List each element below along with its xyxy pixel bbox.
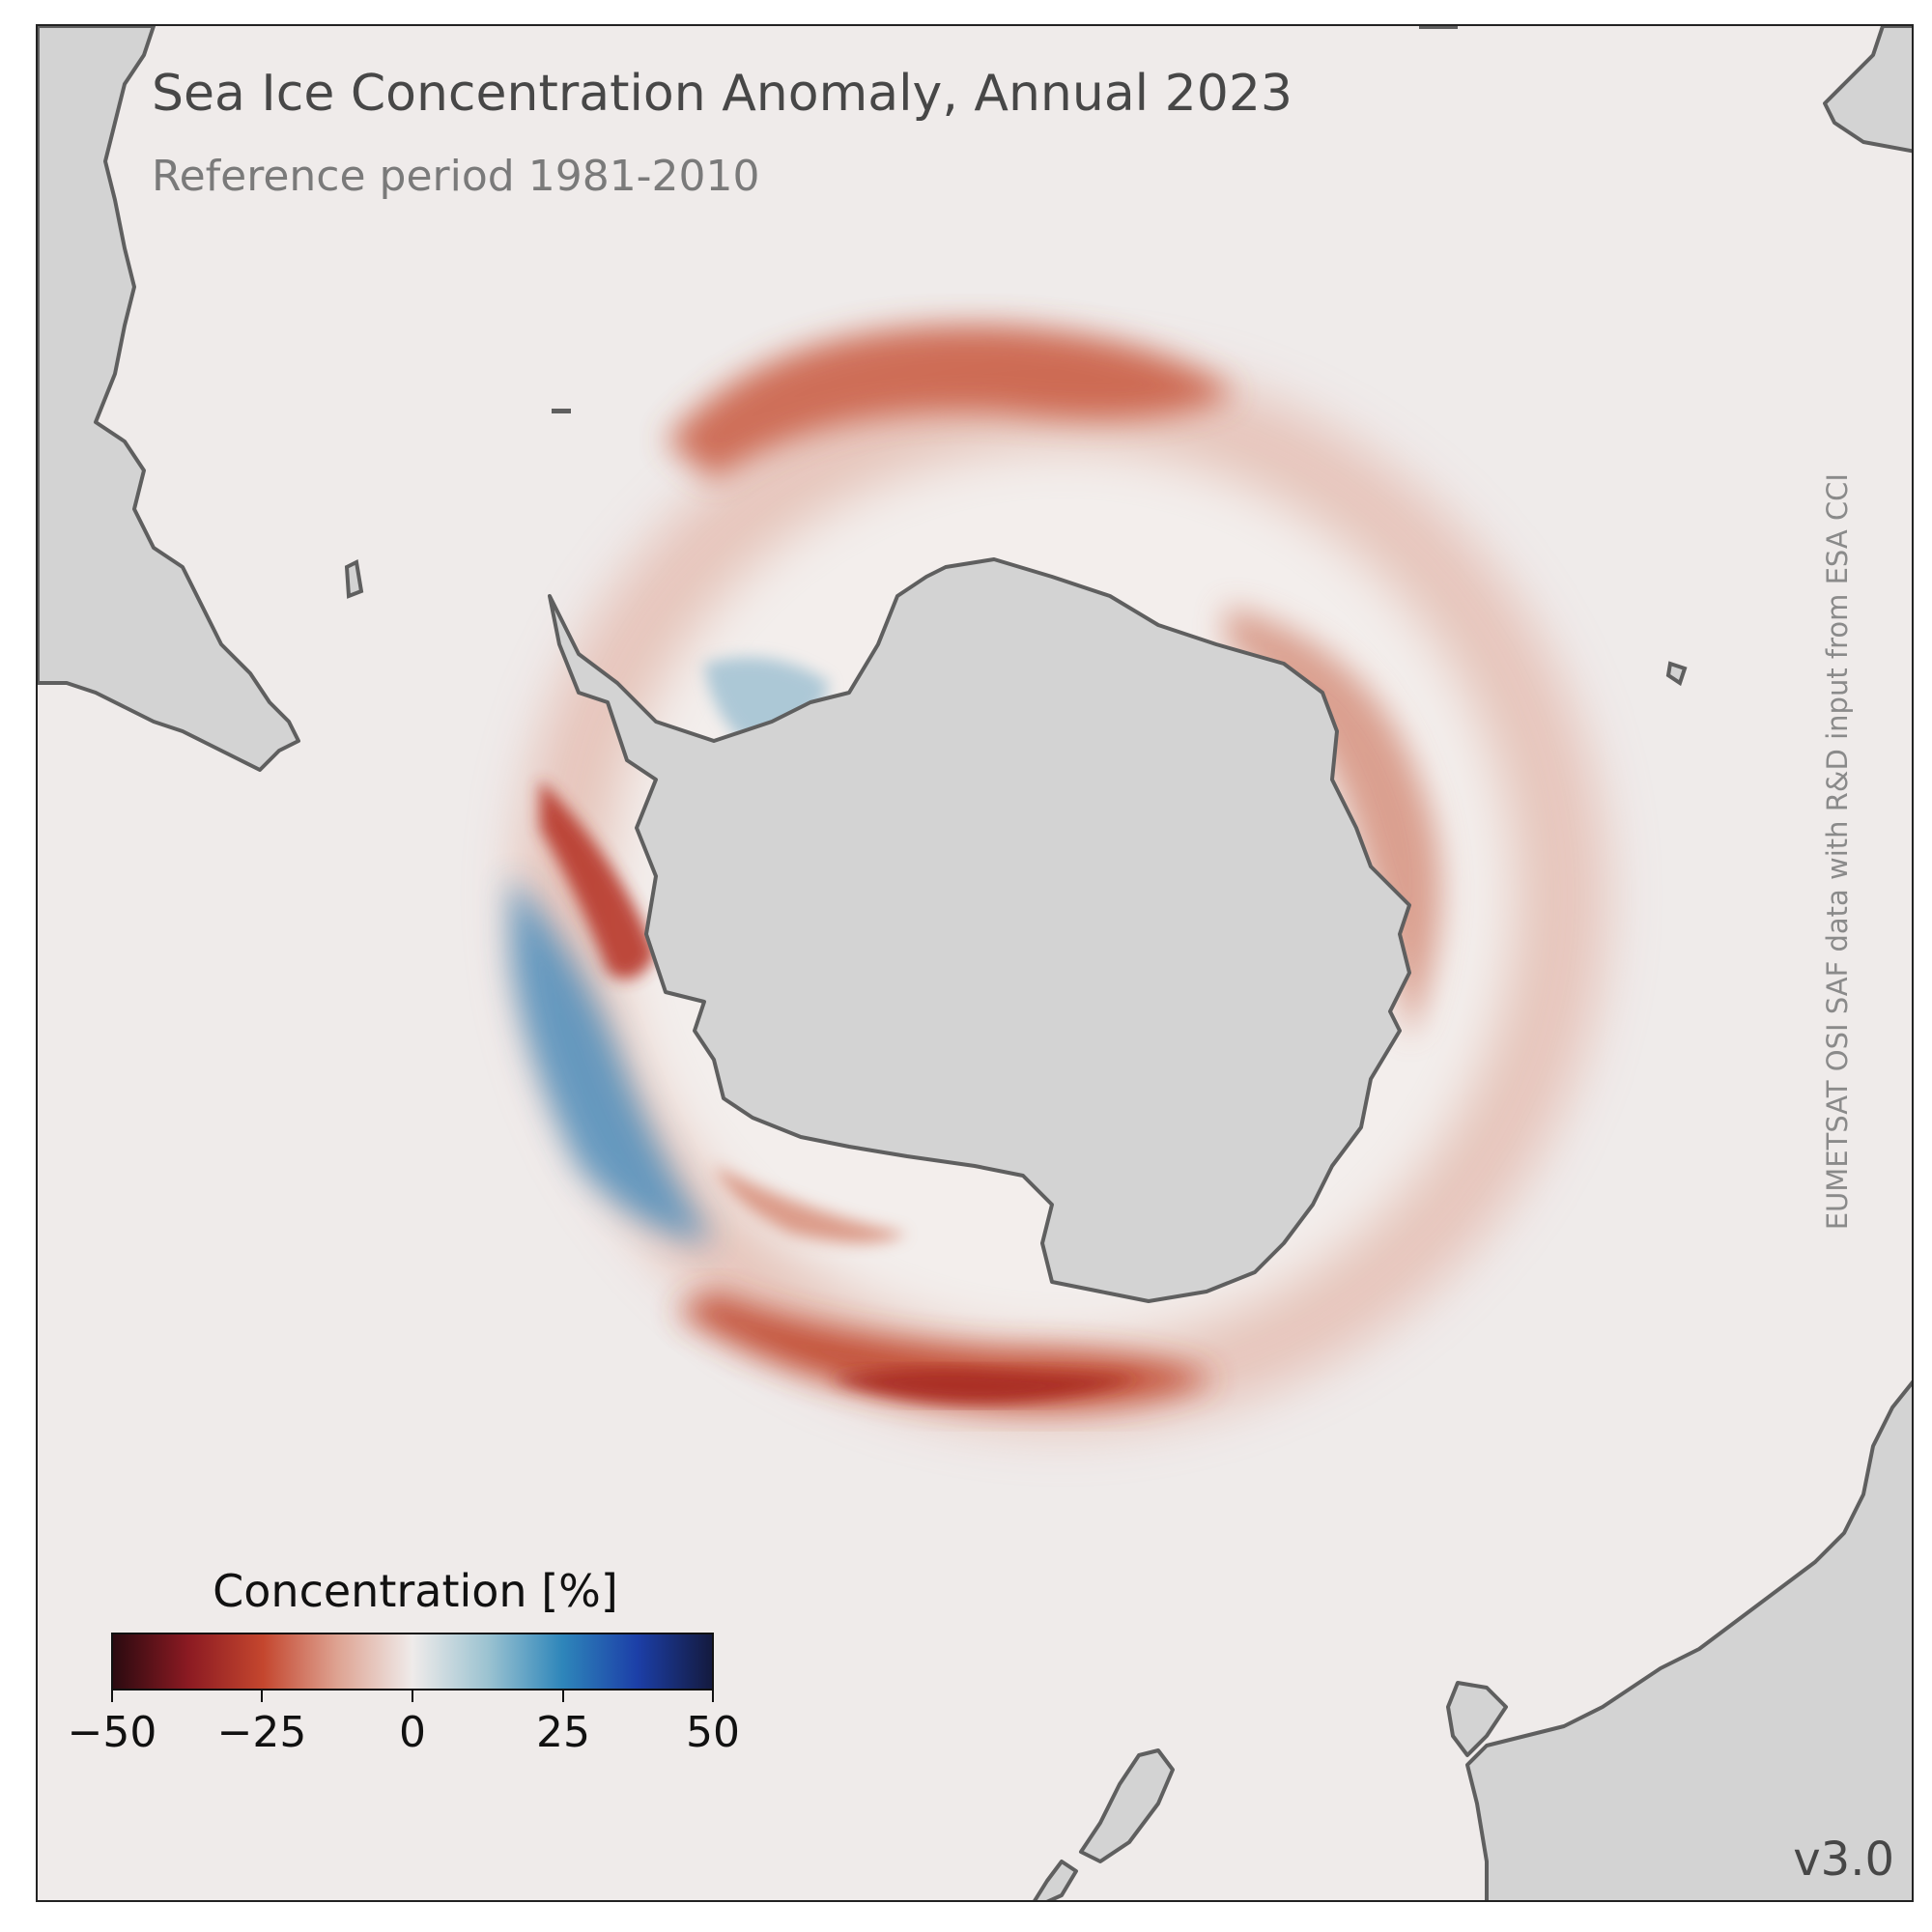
antarctica-landmass [548,557,1411,1303]
australia-landmass [1465,1379,1912,1900]
colorbar-tick [562,1690,564,1702]
island-falklands [344,559,364,599]
colorbar-tick [261,1690,263,1702]
map-subtitle: Reference period 1981-2010 [152,152,760,201]
colorbar-tick-label: 50 [686,1708,740,1757]
colorbar-tick-label: −50 [67,1708,157,1757]
colorbar-tick-label: −25 [216,1708,307,1757]
island-south-georgia [552,409,571,413]
colorbar-tick [712,1690,714,1702]
colorbar-tick [412,1690,413,1702]
new-zealand-landmass [1079,1748,1175,1863]
africa-landmass [1823,26,1912,154]
map-title: Sea Ice Concentration Anomaly, Annual 20… [152,65,1293,123]
map-canvas [38,26,1912,1900]
version-label: v3.0 [1793,1833,1894,1887]
island-top-edge [1419,26,1458,29]
tasmania-landmass [1446,1681,1508,1757]
colorbar-tick [111,1690,113,1702]
map-panel: Sea Ice Concentration Anomaly, Annual 20… [36,24,1914,1902]
island-kerguelen [1665,661,1688,687]
data-credit: EUMETSAT OSI SAF data with R&D input fro… [1821,473,1854,1231]
colorbar-title: Concentration [%] [213,1565,618,1617]
south-america-landmass [38,26,300,772]
colorbar-tick-label: 0 [399,1708,426,1757]
colorbar [111,1633,714,1690]
colorbar-tick-label: 25 [536,1708,590,1757]
new-zealand-south-island [1033,1860,1078,1900]
